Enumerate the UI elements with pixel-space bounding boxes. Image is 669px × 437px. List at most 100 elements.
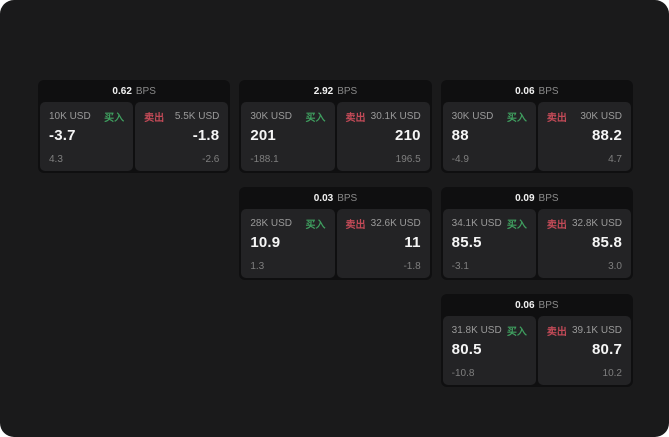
quote-panels: 10K USD 买入 -3.7 4.3 卖出 5.5K USD -1.8 -2.… (40, 102, 229, 171)
bps-value: 0.62 (112, 86, 132, 97)
sell-side-label: 卖出 (144, 113, 165, 124)
quote-card[interactable]: 0.06 BPS 31.8K USD 买入 80.5 -10.8 卖出 39.1… (440, 294, 633, 387)
buy-amount: 34.1K USD (451, 218, 502, 229)
quote-panels: 34.1K USD 买入 85.5 -3.1 卖出 32.8K USD 85.8… (442, 209, 631, 278)
buy-side-label: 买入 (506, 327, 527, 338)
buy-panel[interactable]: 30K USD 买入 88 -4.9 (442, 102, 536, 171)
sell-meta-row: 卖出 30.1K USD (346, 109, 421, 124)
bps-header: 0.06 BPS (443, 296, 631, 316)
buy-price: 10.9 (250, 234, 281, 251)
buy-sub-value: -3.1 (451, 261, 469, 272)
bps-header: 2.92 BPS (241, 82, 429, 102)
buy-price: 88 (451, 127, 469, 144)
sell-price: 85.8 (592, 234, 622, 251)
buy-price: 80.5 (451, 341, 482, 358)
quote-card[interactable]: 0.62 BPS 10K USD 买入 -3.7 4.3 卖出 5.5K USD… (38, 80, 231, 173)
buy-panel[interactable]: 10K USD 买入 -3.7 4.3 (40, 102, 134, 171)
quote-panels: 30K USD 买入 201 -188.1 卖出 30.1K USD 210 1… (241, 102, 430, 171)
bps-value: 0.06 (515, 300, 535, 311)
sell-price: -1.8 (192, 127, 220, 144)
quote-card[interactable]: 2.92 BPS 30K USD 买入 201 -188.1 卖出 30.1K … (239, 80, 432, 173)
sell-side-label: 卖出 (546, 327, 567, 338)
sell-meta-row: 卖出 5.5K USD (144, 109, 219, 124)
bps-value: 0.06 (515, 86, 535, 97)
bps-header: 0.06 BPS (443, 82, 631, 102)
sell-panel[interactable]: 卖出 32.8K USD 85.8 3.0 (537, 209, 631, 278)
bps-unit-label: BPS (538, 86, 559, 97)
sell-amount: 30K USD (580, 111, 622, 122)
quote-panels: 31.8K USD 买入 80.5 -10.8 卖出 39.1K USD 80.… (442, 316, 631, 385)
buy-meta-row: 28K USD 买入 (250, 216, 325, 231)
sell-meta-row: 卖出 32.8K USD (547, 216, 622, 231)
sell-side-label: 卖出 (345, 220, 366, 231)
bps-unit-label: BPS (538, 193, 559, 204)
sell-sub-value: 3.0 (608, 261, 622, 272)
sell-panel[interactable]: 卖出 30K USD 88.2 4.7 (537, 102, 631, 171)
sell-amount: 32.6K USD (370, 218, 421, 229)
buy-meta-row: 34.1K USD 买入 (452, 216, 527, 231)
buy-meta-row: 30K USD 买入 (250, 109, 325, 124)
sell-panel[interactable]: 卖出 30.1K USD 210 196.5 (336, 102, 430, 171)
buy-panel[interactable]: 28K USD 买入 10.9 1.3 (241, 209, 335, 278)
sell-amount: 30.1K USD (370, 111, 421, 122)
bps-header: 0.62 BPS (40, 82, 228, 102)
sell-sub-value: 10.2 (602, 368, 622, 379)
buy-price: 85.5 (451, 234, 482, 251)
buy-panel[interactable]: 34.1K USD 买入 85.5 -3.1 (442, 209, 536, 278)
buy-sub-value: -188.1 (250, 154, 279, 165)
quote-card[interactable]: 0.09 BPS 34.1K USD 买入 85.5 -3.1 卖出 32.8K… (440, 187, 633, 280)
buy-side-label: 买入 (104, 113, 125, 124)
buy-meta-row: 30K USD 买入 (452, 109, 527, 124)
bps-unit-label: BPS (337, 193, 358, 204)
quote-panels: 28K USD 买入 10.9 1.3 卖出 32.6K USD 11 -1.8 (241, 209, 430, 278)
quote-panels: 30K USD 买入 88 -4.9 卖出 30K USD 88.2 4.7 (442, 102, 631, 171)
sell-meta-row: 卖出 30K USD (547, 109, 622, 124)
sell-side-label: 卖出 (345, 113, 366, 124)
buy-amount: 30K USD (250, 111, 293, 122)
cards-grid: 0.62 BPS 10K USD 买入 -3.7 4.3 卖出 5.5K USD… (38, 80, 633, 387)
buy-sub-value: -4.9 (451, 154, 469, 165)
sell-amount: 32.8K USD (571, 218, 622, 229)
bps-value: 0.03 (313, 193, 334, 204)
sell-price: 80.7 (592, 341, 622, 358)
buy-meta-row: 10K USD 买入 (49, 109, 124, 124)
sell-price: 210 (395, 127, 421, 144)
sell-price: 88.2 (592, 127, 622, 144)
buy-amount: 30K USD (451, 111, 494, 122)
sell-meta-row: 卖出 39.1K USD (547, 323, 622, 338)
bps-header: 0.03 BPS (241, 189, 429, 209)
sell-sub-value: 196.5 (395, 154, 421, 165)
sell-sub-value: -1.8 (403, 261, 421, 272)
sell-panel[interactable]: 卖出 32.6K USD 11 -1.8 (336, 209, 430, 278)
buy-side-label: 买入 (305, 220, 326, 231)
buy-panel[interactable]: 31.8K USD 买入 80.5 -10.8 (442, 316, 536, 385)
sell-panel[interactable]: 卖出 5.5K USD -1.8 -2.6 (135, 102, 229, 171)
buy-side-label: 买入 (305, 113, 326, 124)
buy-meta-row: 31.8K USD 买入 (452, 323, 527, 338)
bps-header: 0.09 BPS (443, 189, 631, 209)
quote-card[interactable]: 0.03 BPS 28K USD 买入 10.9 1.3 卖出 32.6K US… (239, 187, 432, 280)
sell-meta-row: 卖出 32.6K USD (346, 216, 421, 231)
buy-sub-value: -10.8 (451, 368, 475, 379)
buy-side-label: 买入 (506, 113, 527, 124)
sell-price: 11 (404, 234, 421, 251)
buy-side-label: 买入 (506, 220, 527, 231)
bps-unit-label: BPS (337, 86, 358, 97)
buy-amount: 28K USD (250, 218, 293, 229)
quote-card[interactable]: 0.06 BPS 30K USD 买入 88 -4.9 卖出 30K USD 8… (440, 80, 633, 173)
buy-sub-value: 1.3 (250, 261, 265, 272)
buy-price: 201 (250, 127, 276, 144)
sell-sub-value: -2.6 (202, 154, 220, 165)
buy-amount: 31.8K USD (451, 325, 502, 336)
sell-amount: 39.1K USD (571, 325, 622, 336)
buy-sub-value: 4.3 (49, 154, 63, 165)
bps-unit-label: BPS (538, 300, 559, 311)
buy-amount: 10K USD (49, 111, 91, 122)
sell-sub-value: 4.7 (608, 154, 622, 165)
sell-panel[interactable]: 卖出 39.1K USD 80.7 10.2 (537, 316, 631, 385)
sell-side-label: 卖出 (546, 220, 567, 231)
sell-amount: 5.5K USD (174, 111, 220, 122)
buy-price: -3.7 (49, 127, 76, 144)
buy-panel[interactable]: 30K USD 买入 201 -188.1 (241, 102, 335, 171)
